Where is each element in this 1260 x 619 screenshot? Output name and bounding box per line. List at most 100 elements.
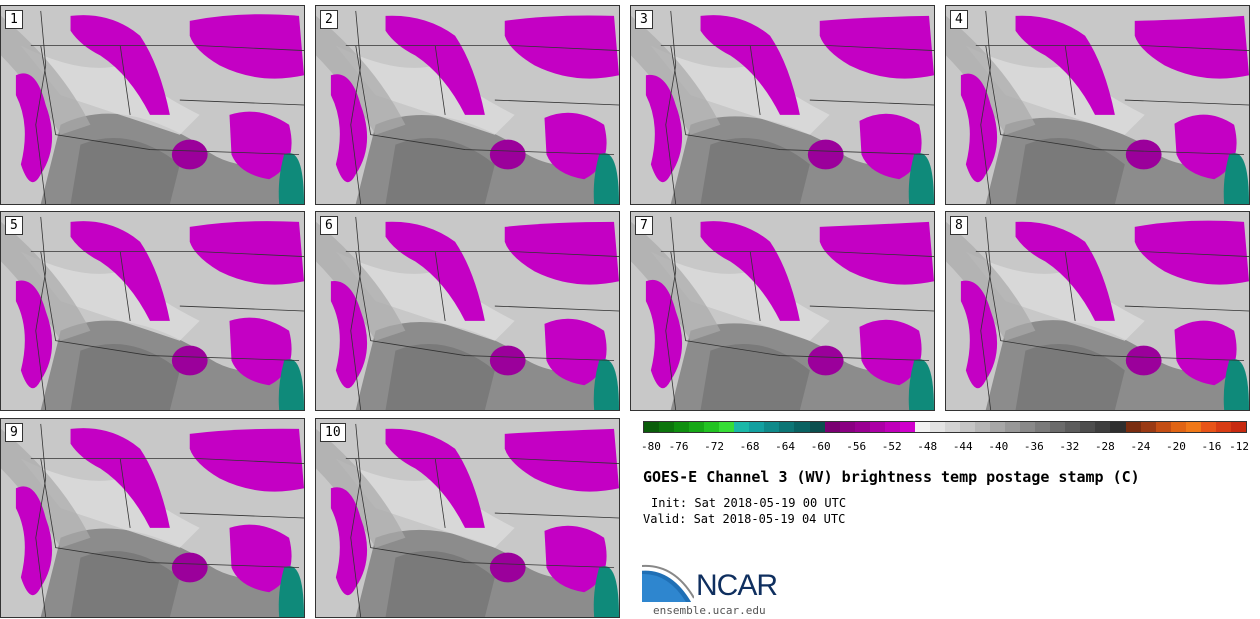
cold-cloud [330, 487, 368, 596]
cold-cloud [645, 279, 683, 389]
panel-number: 4 [950, 10, 968, 29]
cold-cloud [1015, 15, 1115, 115]
very-cold-cloud [1223, 359, 1249, 410]
coastline [35, 423, 47, 617]
cold-cloud [229, 111, 292, 180]
panel-number: 9 [5, 423, 23, 442]
colorbar-tick-label: -76 [668, 440, 689, 453]
cold-cloud [700, 221, 800, 321]
cold-cloud [807, 139, 844, 170]
cold-cloud [960, 280, 998, 389]
colorbar-segment [1065, 422, 1081, 432]
cold-cloud [189, 14, 304, 79]
state-borders [30, 251, 304, 361]
dry-core [385, 551, 495, 617]
colorbar-segment [1095, 422, 1111, 432]
colorbar-segment [869, 422, 885, 432]
colorbar-tick-label: -80 [641, 440, 661, 453]
cold-cloud [544, 112, 607, 180]
colorbar-segment [1200, 422, 1216, 432]
logo-url[interactable]: ensemble.ucar.edu [653, 604, 766, 617]
cold-cloud [700, 15, 800, 115]
very-cold-cloud [278, 153, 304, 204]
very-cold-cloud [1223, 153, 1249, 204]
colorbar-segment [854, 422, 870, 432]
cold-cloud [229, 524, 292, 593]
dry-core [385, 138, 495, 204]
init-time: Init: Sat 2018-05-19 00 UTC [651, 496, 847, 510]
panel-number: 1 [5, 10, 23, 29]
dry-core [1015, 344, 1125, 410]
colorbar-segment [1215, 422, 1231, 432]
logo-wordmark: NCAR [696, 569, 778, 602]
colorbar-tick-label: -44 [952, 440, 973, 453]
map-field [316, 419, 619, 617]
colorbar-tick-label: -24 [1130, 440, 1151, 453]
cold-cloud [504, 15, 619, 79]
cold-cloud [489, 552, 526, 583]
map-field [1, 419, 304, 617]
cold-cloud [330, 74, 368, 183]
colorbar-segment [1125, 422, 1141, 432]
colorbar-segment [1020, 422, 1036, 432]
colorbar-segment [1170, 422, 1186, 432]
very-cold-cloud [908, 153, 934, 204]
colorbar-tick-label: -68 [739, 440, 760, 453]
map-field [1, 212, 304, 410]
dry-core [70, 344, 180, 410]
colorbar-segment [839, 422, 855, 432]
map-panel: 9 [0, 418, 305, 618]
cold-cloud [859, 319, 922, 386]
cold-cloud [859, 113, 922, 180]
colorbar-segment [914, 422, 930, 432]
cold-cloud [15, 486, 53, 596]
colorbar-segment [674, 422, 690, 432]
colorbar-segment [1140, 422, 1156, 432]
panel-number: 2 [320, 10, 338, 29]
colorbar-tick-label: -16 [1201, 440, 1222, 453]
cold-cloud [1125, 345, 1162, 376]
cold-cloud [1125, 139, 1162, 170]
cold-cloud [15, 73, 53, 183]
map-panel: 8 [945, 211, 1250, 411]
dry-core [70, 551, 180, 617]
colorbar-segment [809, 422, 825, 432]
valid-time: Valid: Sat 2018-05-19 04 UTC [643, 512, 846, 526]
coastline [665, 10, 677, 204]
state-borders [345, 251, 619, 361]
map-panel: 2 [315, 5, 620, 205]
colorbar-segment [1230, 422, 1246, 432]
colorbar-tick-label: -36 [1023, 440, 1044, 453]
map-field [946, 212, 1249, 410]
panel-number: 5 [5, 216, 23, 235]
colorbar-tick-label: -48 [917, 440, 938, 453]
map-field [316, 212, 619, 410]
colorbar-segment [1185, 422, 1201, 432]
map-field [631, 6, 934, 204]
colorbar-tick-labels: -80 -76 -72 -68 -64 -60 -56 -52 -48 -44 -40 -36 -32 -… [641, 440, 1249, 456]
cold-cloud [385, 428, 485, 528]
state-borders [30, 458, 304, 568]
coastline [980, 216, 992, 410]
state-borders [975, 45, 1249, 155]
very-cold-cloud [278, 566, 304, 617]
colorbar-segment [764, 422, 780, 432]
very-cold-cloud [593, 153, 619, 204]
coastline [665, 216, 677, 410]
colorbar-segment [794, 422, 810, 432]
colorbar-segment [824, 422, 840, 432]
colorbar-tick-label: -32 [1059, 440, 1080, 453]
colorbar-segment [990, 422, 1006, 432]
cold-cloud [70, 428, 170, 528]
cold-cloud [189, 428, 304, 492]
dry-core [700, 344, 810, 410]
panel-number: 6 [320, 216, 338, 235]
map-panel: 3 [630, 5, 935, 205]
colorbar-segment [929, 422, 945, 432]
cold-cloud [70, 15, 170, 115]
very-cold-cloud [593, 359, 619, 410]
colorbar-tick-label: -72 [704, 440, 724, 453]
panel-number: 3 [635, 10, 653, 29]
cold-cloud [385, 221, 485, 321]
colorbar-segment [944, 422, 960, 432]
